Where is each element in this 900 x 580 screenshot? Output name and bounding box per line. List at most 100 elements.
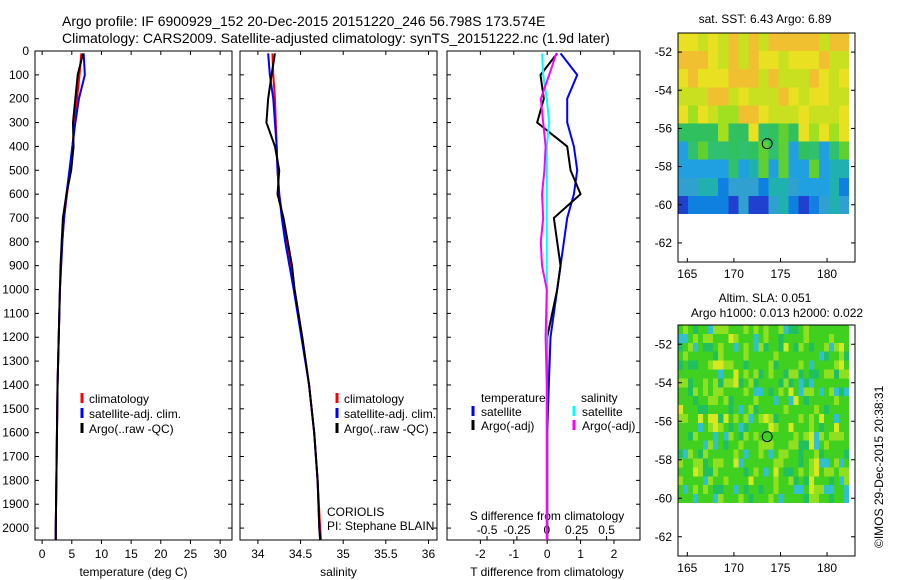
lon-tick-label: 165 [677,267,697,281]
y-tick-label: 600 [9,187,29,201]
x-tick-label: 5 [68,547,75,561]
lat-tick-label: -62 [655,236,673,250]
y-tick-label: 1400 [2,378,29,392]
lat-tick-label: -52 [655,337,673,351]
x-tick-label: 35 [337,547,351,561]
lat-tick-label: -58 [655,160,673,174]
argo-location-marker [761,431,773,443]
y-tick-label: 1200 [2,330,29,344]
panel-frame [239,50,438,541]
lon-tick-label: 170 [724,267,744,281]
x2-tick-label: -0.25 [503,523,531,537]
x-tick-label: 0 [39,547,46,561]
legend-label: climatology [89,392,149,406]
lat-tick-label: -54 [655,83,673,97]
lat-tick-label: -60 [655,491,673,505]
x-tick-label: 15 [124,547,138,561]
y-tick-label: 1700 [2,450,29,464]
x-tick-label: 2 [611,547,618,561]
x-tick-label: 34 [251,547,265,561]
lat-tick-label: -56 [655,414,673,428]
map-frame [677,32,856,263]
x-tick-label: 35.5 [374,547,398,561]
x-tick-label: -2 [475,547,486,561]
lat-tick-label: -60 [655,198,673,212]
series-line-argo-raw-qc- [265,53,322,541]
legend-label: Argo(..raw -QC) [344,422,429,436]
lon-tick-label: 180 [817,561,837,575]
legend-heading: salinity [581,391,618,405]
lat-tick-label: -54 [655,376,673,390]
y-tick-label: 2000 [2,521,29,535]
legend-label: Argo(-adj) [582,419,635,433]
y-tick-label: 300 [9,116,29,130]
x-axis-label: salinity [320,565,357,579]
y-tick-label: 1500 [2,402,29,416]
lat-tick-label: -52 [655,45,673,59]
legend-label: satellite-adj. clim. [89,407,181,421]
series-line-salinity-argo-adj- [539,53,558,540]
lat-tick-label: -62 [655,530,673,544]
x2-tick-label: -0.5 [477,523,498,537]
annotation-pi: PI: Stephane BLAIN [327,519,434,533]
lon-tick-label: 170 [724,561,744,575]
y-tick-label: 1000 [2,283,29,297]
y-tick-label: 400 [9,139,29,153]
lon-tick-label: 175 [770,267,790,281]
legend-label: Argo(..raw -QC) [89,422,174,436]
lon-tick-label: 175 [770,561,790,575]
x-tick-label: 0 [544,547,551,561]
sst-map-image [678,33,849,214]
lon-tick-label: 165 [677,561,697,575]
legend-label: Argo(-adj) [481,419,534,433]
lon-tick-label: 180 [817,267,837,281]
x-tick-label: 10 [95,547,109,561]
x-tick-label: 34.5 [289,547,313,561]
x-tick-label: 1 [577,547,584,561]
x-axis-label: T difference from climatology [470,565,624,579]
legend-label: satellite [481,405,522,419]
x-tick-label: 25 [184,547,198,561]
map-title: sat. SST: 6.43 Argo: 6.89 [699,12,832,26]
y-tick-label: 900 [9,259,29,273]
map-subtitle: Argo h1000: 0.013 h2000: 0.022 [691,306,863,320]
y-tick-label: 200 [9,92,29,106]
lat-tick-label: -56 [655,121,673,135]
y-tick-label: 500 [9,163,29,177]
x-tick-label: -1 [508,547,519,561]
y-tick-label: 700 [9,211,29,225]
credit-text: ©IMOS 29-Dec-2015 20:38:31 [872,385,886,548]
lat-tick-label: -58 [655,453,673,467]
x-axis-label: temperature (deg C) [79,565,187,579]
panel-frame [446,50,641,541]
y-tick-label: 1300 [2,354,29,368]
legend-label: satellite-adj. clim. [344,407,436,421]
y-tick-label: 1600 [2,426,29,440]
panel-frame [34,50,233,541]
map-frame [677,324,856,557]
x2-tick-label: 0.5 [598,523,615,537]
y-tick-label: 800 [9,235,29,249]
x-tick-label: 30 [213,547,227,561]
y-tick-label: 1100 [3,306,29,320]
annotation-institution: CORIOLIS [327,505,384,519]
sla-map-image [678,325,849,503]
y-tick-label: 1900 [2,497,29,511]
y-tick-label: 1800 [2,473,29,487]
x-tick-label: 20 [154,547,168,561]
argo-location-marker [761,138,773,150]
y-tick-label: 0 [22,44,29,58]
figure-subtitle: Climatology: CARS2009. Satellite-adjuste… [62,30,610,46]
y-tick-label: 100 [9,68,29,82]
series-line-argo-raw-qc- [54,53,85,540]
x-tick-label: 36 [422,547,436,561]
map-title: Altim. SLA: 0.051 [719,291,812,305]
x2-tick-label: 0.25 [565,523,589,537]
figure-title: Argo profile: IF 6900929_152 20-Dec-2015… [62,13,546,29]
legend-label: climatology [344,392,404,406]
legend-label: satellite [582,405,623,419]
legend-heading: temperature [481,391,546,405]
